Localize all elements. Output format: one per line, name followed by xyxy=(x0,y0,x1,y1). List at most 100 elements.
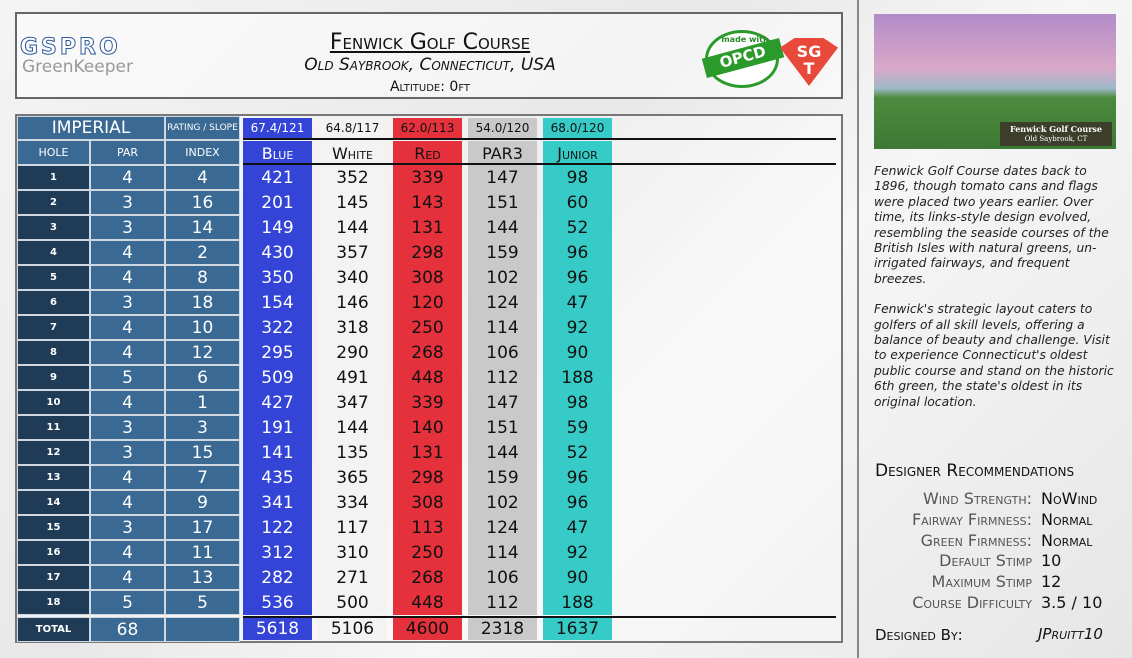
yardage: 491 xyxy=(336,367,369,388)
hole-number: 2 xyxy=(17,190,90,215)
total-yardage: 5106 xyxy=(318,618,387,640)
designer: JPruitt10 xyxy=(1038,625,1103,643)
yardage: 98 xyxy=(566,167,589,188)
yardage: 106 xyxy=(486,342,519,363)
index: 6 xyxy=(165,365,240,390)
hole-number: 4 xyxy=(17,240,90,265)
yardage: 298 xyxy=(411,467,444,488)
subtitle: Old Saybrook, Connecticut, USA xyxy=(304,55,556,75)
index: 16 xyxy=(165,190,240,215)
hole-number: 3 xyxy=(17,215,90,240)
index: 12 xyxy=(165,340,240,365)
yardage: 147 xyxy=(486,392,519,413)
paragraph: Fenwick's strategic layout caters to gol… xyxy=(874,302,1114,409)
yardage: 448 xyxy=(411,367,444,388)
index: 14 xyxy=(165,215,240,240)
rec-label: Wind Strength: xyxy=(922,489,1032,508)
yardage: 114 xyxy=(486,317,519,338)
yardage: 122 xyxy=(261,517,294,538)
yardage: 149 xyxy=(261,217,294,238)
yardage: 144 xyxy=(486,217,519,238)
image-caption-box xyxy=(1000,122,1112,146)
tee-rating: 68.0/120 xyxy=(543,118,612,138)
yardage: 347 xyxy=(336,392,369,413)
total-par: 68 xyxy=(90,617,165,642)
yardage: 268 xyxy=(411,342,444,363)
index: 17 xyxy=(165,515,240,540)
yardage: 188 xyxy=(561,367,594,388)
hole-number: 5 xyxy=(17,265,90,290)
yardage: 96 xyxy=(566,492,589,513)
yardage: 52 xyxy=(566,217,589,238)
total-index xyxy=(165,617,240,642)
hole-number: 15 xyxy=(17,515,90,540)
yardage: 298 xyxy=(411,242,444,263)
total-yardage: 4600 xyxy=(393,618,462,640)
yardage: 154 xyxy=(261,292,294,313)
badge-top: made with xyxy=(721,35,769,44)
hole-number: 14 xyxy=(17,490,90,515)
yardage: 92 xyxy=(566,542,589,563)
index: 10 xyxy=(165,315,240,340)
yardage: 146 xyxy=(336,292,369,313)
rec-value: Normal xyxy=(1041,509,1093,529)
yardage: 339 xyxy=(411,167,444,188)
rating-header: RATING / SLOPE xyxy=(165,116,240,140)
rule xyxy=(243,138,836,140)
par: 4 xyxy=(90,490,165,515)
yardage: 124 xyxy=(486,292,519,313)
yardage: 322 xyxy=(261,317,294,338)
logo-top: GSPRO xyxy=(20,35,121,61)
yardage: 90 xyxy=(566,342,589,363)
rec-title: Designer Recommendations xyxy=(875,461,1075,481)
index: 13 xyxy=(165,565,240,590)
par: 4 xyxy=(90,540,165,565)
rec-label: Maximum Stimp xyxy=(931,572,1032,592)
yardage: 250 xyxy=(411,542,444,563)
yardage: 188 xyxy=(561,592,594,613)
par: 4 xyxy=(90,240,165,265)
yardage: 350 xyxy=(261,267,294,288)
par: 4 xyxy=(90,340,165,365)
hole-number: 8 xyxy=(17,340,90,365)
yardage: 430 xyxy=(261,242,294,263)
hole-number: 13 xyxy=(17,465,90,490)
yardage: 310 xyxy=(336,542,369,563)
yardage: 145 xyxy=(336,192,369,213)
par: 4 xyxy=(90,265,165,290)
yardage: 112 xyxy=(486,367,519,388)
rec-label: Course Difficulty xyxy=(912,593,1032,612)
index: 9 xyxy=(165,490,240,515)
yardage: 140 xyxy=(411,417,444,438)
yardage: 102 xyxy=(486,267,519,288)
yardage: 96 xyxy=(566,267,589,288)
col-header: HOLE xyxy=(17,140,90,165)
index: 5 xyxy=(165,590,240,615)
tee-name: White xyxy=(318,141,387,165)
par: 4 xyxy=(90,315,165,340)
sgt-bottom: T xyxy=(803,59,815,78)
par: 5 xyxy=(90,365,165,390)
system-header: IMPERIAL xyxy=(17,116,165,140)
logo-bottom: GreenKeeper xyxy=(22,57,133,77)
yardage: 59 xyxy=(566,417,589,438)
yardage: 141 xyxy=(261,442,294,463)
yardage: 124 xyxy=(486,517,519,538)
yardage: 117 xyxy=(336,517,369,538)
index: 8 xyxy=(165,265,240,290)
col-header: INDEX xyxy=(165,140,240,165)
yardage: 47 xyxy=(566,517,589,538)
tee-rating: 67.4/121 xyxy=(243,118,312,138)
yardage: 308 xyxy=(411,492,444,513)
yardage: 282 xyxy=(261,567,294,588)
designed-by-label: Designed By: xyxy=(875,626,963,644)
index: 1 xyxy=(165,390,240,415)
hole-number: 7 xyxy=(17,315,90,340)
yardage: 151 xyxy=(486,417,519,438)
yardage: 357 xyxy=(336,242,369,263)
description: Fenwick Golf Course dates back to 1896, … xyxy=(874,164,1118,425)
index: 7 xyxy=(165,465,240,490)
title: Fenwick Golf Course xyxy=(329,30,531,55)
rule xyxy=(243,163,836,165)
tee-name: PAR3 xyxy=(468,141,537,165)
